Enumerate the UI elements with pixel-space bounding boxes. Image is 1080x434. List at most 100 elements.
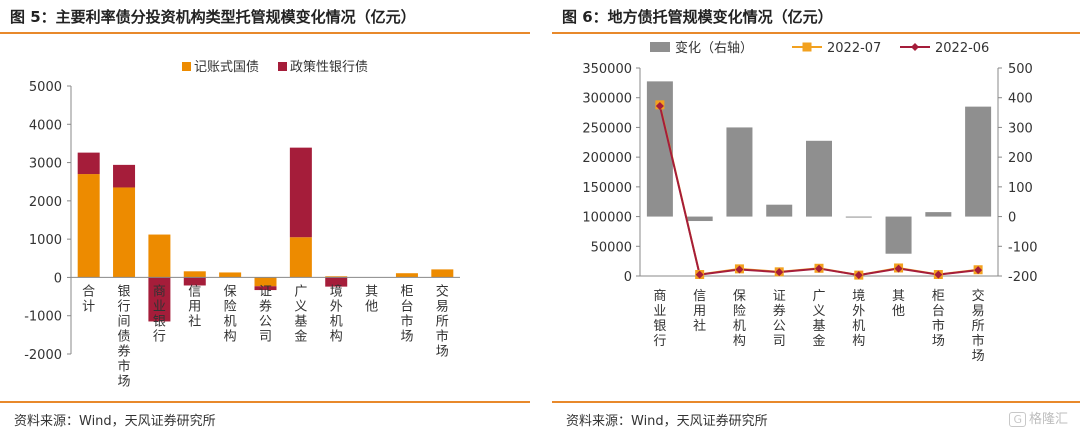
bar-treasury	[113, 187, 136, 278]
bar-change	[806, 140, 832, 217]
right-y-tick-label: 400	[1008, 92, 1033, 107]
legend-label: 2022-06	[935, 41, 989, 56]
right-y-tick-label: 300	[1008, 121, 1033, 136]
left-y-tick-label: 150000	[582, 181, 632, 196]
left-y-tick-label: 50000	[591, 240, 632, 255]
x-tick-label: 境外机构	[852, 289, 865, 349]
bar-policy-bank	[254, 286, 277, 291]
marker-2022-06	[695, 270, 704, 279]
right-y-tick-label: 500	[1008, 62, 1033, 77]
source-divider	[552, 401, 1080, 403]
left-y-tick-label: 100000	[582, 211, 632, 226]
title-divider	[0, 32, 530, 34]
bar-treasury	[183, 271, 206, 278]
figure-6-source: 资料来源：Wind，天风证券研究所	[566, 414, 768, 429]
left-y-tick-label: 250000	[582, 121, 632, 136]
bar-change	[766, 204, 793, 217]
figure-5-title: 图 5：主要利率债分投资机构类型托管规模变化情况（亿元）	[10, 8, 416, 26]
x-tick-label: 其他	[365, 284, 378, 314]
bar-treasury	[219, 272, 242, 278]
bar-change	[845, 216, 872, 218]
marker-2022-06	[735, 265, 744, 274]
bar-policy-bank	[77, 152, 100, 175]
marker-2022-06	[815, 264, 823, 273]
figure-6-panel: 图 6：地方债托管规模变化情况（亿元） 0 50000 100000 150000 20…	[552, 0, 1080, 434]
marker-2022-06	[655, 102, 664, 111]
figure-5-source: 资料来源：Wind，天风证券研究所	[14, 414, 216, 429]
x-tick-label: 其他	[892, 289, 905, 319]
x-tick-label: 证券公司	[773, 289, 786, 349]
bar-change	[726, 127, 753, 217]
y-tick-label: 1000	[29, 233, 62, 248]
x-tick-label: 银行间债券市场	[118, 284, 131, 389]
left-y-tick-label: 200000	[582, 151, 632, 166]
bar-change	[925, 212, 952, 217]
figure-6-title: 图 6：地方债托管规模变化情况（亿元）	[562, 8, 833, 26]
bar-change	[965, 106, 992, 217]
y-tick-label: 2000	[29, 195, 62, 210]
bar-treasury	[77, 174, 100, 278]
marker-2022-06	[974, 266, 983, 275]
legend-label: 记账式国债	[194, 60, 259, 75]
x-tick-label: 广义基金	[294, 284, 307, 344]
legend-marker-2022-06	[911, 43, 919, 51]
legend-label: 政策性银行债	[290, 59, 368, 75]
marker-2022-06	[934, 270, 943, 279]
y-tick-label: -2000	[24, 348, 62, 363]
marker-2022-06	[775, 268, 784, 277]
x-tick-label: 交易所市场	[436, 283, 449, 359]
figure-5-panel: 图 5：主要利率债分投资机构类型托管规模变化情况（亿元） -2000 -1000 0…	[0, 0, 530, 434]
x-tick-label: 保险机构	[224, 284, 237, 344]
legend-label: 2022-07	[827, 41, 881, 56]
x-tick-label: 商业银行	[153, 284, 166, 344]
y-tick-label: 4000	[29, 118, 62, 133]
right-y-tick-label: 0	[1008, 211, 1016, 226]
watermark-logo-icon: G	[1009, 412, 1026, 427]
source-divider	[0, 401, 530, 403]
marker-2022-06	[894, 264, 903, 273]
x-tick-label: 信用社	[693, 289, 706, 334]
legend-marker-2022-07	[802, 42, 812, 52]
right-y-tick-label: -100	[1008, 240, 1038, 255]
bar-treasury	[431, 269, 454, 278]
y-tick-label: 5000	[29, 80, 62, 95]
bar-policy-bank	[148, 277, 171, 322]
x-tick-label: 交易所市场	[972, 288, 985, 364]
x-tick-label: 广义基金	[812, 289, 825, 349]
legend-swatch-change	[650, 42, 670, 52]
left-y-tick-label: 0	[624, 270, 632, 285]
bar-policy-bank	[113, 164, 136, 188]
bar-treasury	[325, 276, 348, 278]
x-tick-label: 信用社	[188, 284, 201, 329]
watermark-text: 格隆汇	[1028, 412, 1068, 427]
x-tick-label: 保险机构	[733, 289, 746, 349]
bar-treasury	[148, 234, 171, 278]
watermark: G 格隆汇	[1009, 408, 1068, 427]
bar-policy-bank	[183, 277, 206, 286]
bar-treasury	[289, 237, 312, 278]
left-y-tick-label: 350000	[582, 62, 632, 77]
marker-2022-06	[854, 271, 863, 280]
x-tick-label: 商业银行	[653, 289, 666, 349]
y-tick-label: -1000	[24, 310, 62, 325]
bar-treasury	[395, 273, 418, 278]
right-y-tick-label: 100	[1008, 181, 1033, 196]
x-tick-label: 境外机构	[330, 284, 343, 344]
figure-6-chart: 0 50000 100000 150000 200000 250000 300000 3500…	[582, 40, 1038, 364]
left-y-tick-label: 300000	[582, 92, 632, 107]
x-tick-label: 合计	[82, 284, 95, 314]
bar-change	[686, 216, 713, 222]
x-tick-label: 柜台市场	[932, 289, 945, 349]
bar-treasury	[254, 277, 277, 287]
right-y-tick-label: -200	[1008, 270, 1038, 285]
bar-change	[885, 216, 912, 254]
x-tick-label: 柜台市场	[400, 284, 413, 344]
legend-label: 变化（右轴）	[675, 40, 753, 56]
bar-policy-bank	[325, 277, 348, 287]
title-divider	[552, 32, 1080, 34]
legend-swatch	[278, 62, 287, 71]
y-tick-label: 0	[54, 271, 62, 286]
x-tick-label: 证券公司	[259, 284, 272, 344]
figure-5-chart: -2000 -1000 0 1000 2000 3000 4000 5000 合计 银行间债券市场…	[24, 59, 460, 389]
legend-swatch	[182, 62, 191, 71]
